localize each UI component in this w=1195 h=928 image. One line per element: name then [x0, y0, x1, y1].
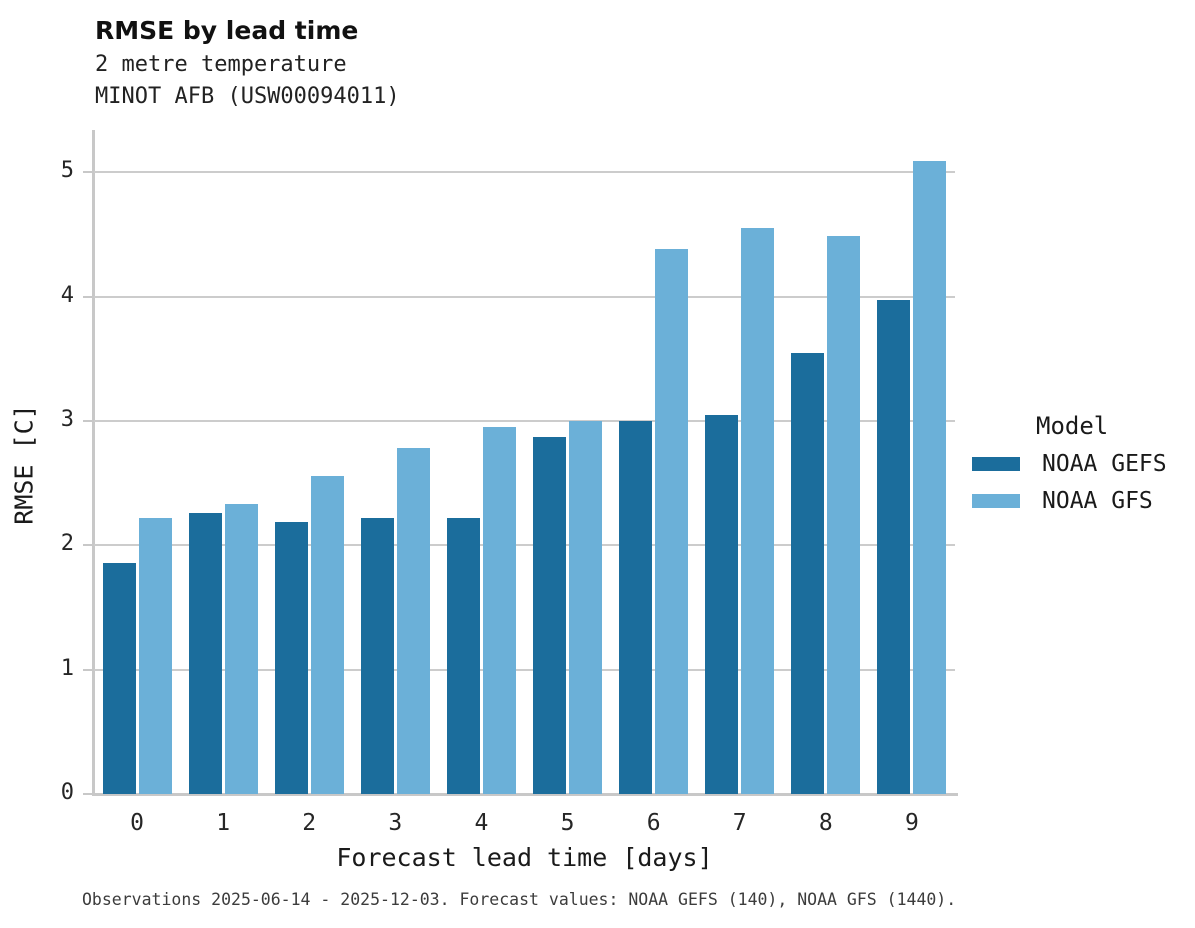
bar-noaa-gfs-day-4: [482, 427, 516, 794]
x-axis-spine: [92, 793, 958, 796]
x-tick-label-4: 4: [474, 810, 489, 836]
y-tick-label-5: 5: [60, 158, 74, 184]
y-tick-mark-2: [83, 544, 92, 547]
bar-noaa-gefs-day-9: [877, 300, 911, 794]
chart-subtitle-variable: 2 metre temperature: [95, 52, 347, 77]
bar-noaa-gfs-day-2: [310, 475, 344, 794]
gridline-y-4: [94, 295, 955, 298]
chart-title: RMSE by lead time: [95, 16, 359, 45]
y-tick-mark-3: [83, 419, 92, 422]
x-tick-label-1: 1: [216, 810, 231, 836]
chart-subtitle-station: MINOT AFB (USW00094011): [95, 84, 400, 109]
bar-noaa-gfs-day-6: [655, 249, 689, 794]
bar-noaa-gfs-day-1: [224, 504, 258, 794]
y-tick-label-3: 3: [60, 406, 74, 432]
bar-noaa-gfs-day-0: [138, 517, 172, 794]
legend-label: NOAA GEFS: [1042, 451, 1167, 477]
legend-item-noaa-gfs: NOAA GFS: [972, 488, 1187, 514]
bar-noaa-gfs-day-7: [741, 228, 775, 794]
legend-label: NOAA GFS: [1042, 488, 1153, 514]
bar-noaa-gfs-day-9: [913, 161, 947, 794]
bar-noaa-gefs-day-6: [619, 420, 653, 794]
bar-noaa-gefs-day-4: [446, 517, 480, 794]
y-tick-label-0: 0: [60, 780, 74, 805]
x-tick-label-9: 9: [905, 810, 919, 836]
bar-noaa-gefs-day-5: [533, 437, 567, 794]
gridline-y-1: [94, 668, 955, 671]
x-tick-label-6: 6: [646, 810, 661, 836]
x-tick-label-7: 7: [732, 810, 747, 836]
x-tick-label-0: 0: [130, 810, 144, 836]
y-tick-mark-0: [83, 793, 92, 795]
bar-noaa-gefs-day-2: [274, 521, 308, 794]
footer-caption: Observations 2025-06-14 - 2025-12-03. Fo…: [82, 890, 957, 909]
bar-noaa-gefs-day-3: [360, 517, 394, 794]
y-tick-label-1: 1: [60, 655, 74, 681]
x-axis-label: Forecast lead time [days]: [336, 843, 713, 872]
gridline-y-5: [94, 171, 955, 174]
x-tick-label-2: 2: [302, 810, 317, 836]
plot-area: [94, 130, 955, 794]
bar-noaa-gefs-day-0: [102, 562, 136, 794]
bar-noaa-gefs-day-8: [791, 352, 825, 794]
legend-swatch-icon: [972, 494, 1020, 508]
x-tick-label-8: 8: [818, 810, 833, 836]
x-tick-label-5: 5: [560, 810, 575, 836]
x-tick-label-3: 3: [388, 810, 403, 836]
y-axis-label: RMSE [C]: [9, 404, 39, 525]
bar-noaa-gfs-day-3: [396, 448, 430, 794]
legend-swatch-icon: [972, 457, 1020, 471]
bar-noaa-gfs-day-5: [569, 420, 603, 794]
bar-noaa-gefs-day-1: [188, 512, 222, 794]
y-axis-spine: [92, 130, 95, 796]
y-tick-mark-1: [83, 668, 92, 671]
y-tick-mark-4: [83, 295, 92, 298]
y-tick-label-2: 2: [60, 531, 74, 557]
gridline-y-3: [94, 419, 955, 422]
bar-noaa-gefs-day-7: [705, 414, 739, 794]
legend: Model NOAA GEFS NOAA GFS: [972, 412, 1187, 526]
bar-noaa-gfs-day-8: [827, 235, 861, 794]
gridline-y-2: [94, 544, 955, 547]
y-tick-mark-5: [83, 171, 92, 174]
legend-title: Model: [1036, 412, 1109, 440]
legend-item-noaa-gefs: NOAA GEFS: [972, 451, 1187, 477]
y-tick-label-4: 4: [60, 282, 74, 308]
